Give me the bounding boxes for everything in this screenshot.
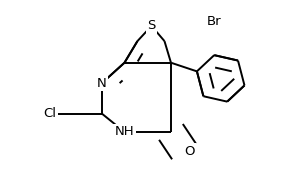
- Text: Cl: Cl: [43, 107, 56, 120]
- Text: Br: Br: [207, 15, 221, 28]
- Text: O: O: [184, 145, 195, 158]
- Text: S: S: [147, 19, 156, 33]
- Text: N: N: [97, 77, 107, 90]
- Text: NH: NH: [115, 125, 134, 138]
